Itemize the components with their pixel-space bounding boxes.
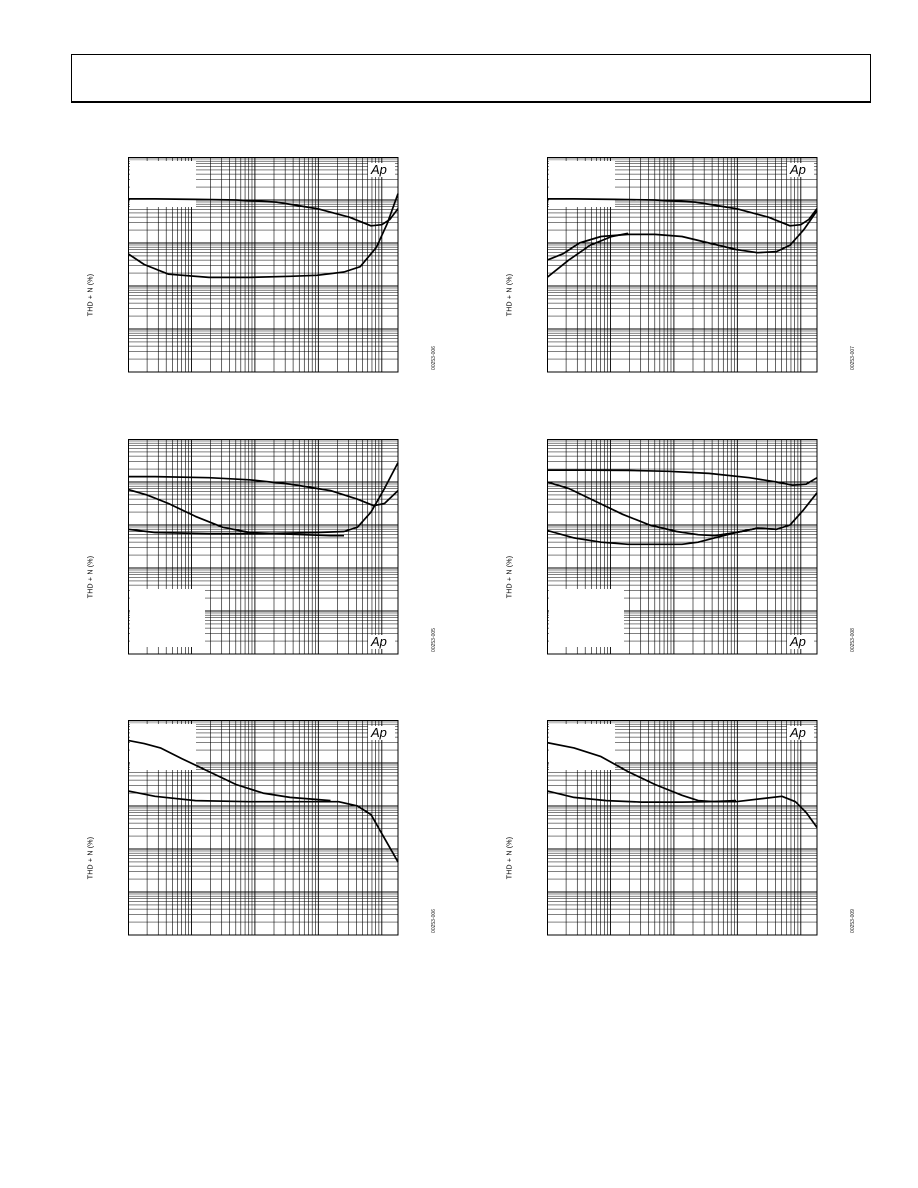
ap-logo: Ap — [370, 634, 387, 649]
ap-logo: Ap — [370, 162, 387, 177]
logo-background — [368, 163, 395, 177]
thd-chart-4: THD + N (%) 00253-008 Ap — [497, 439, 856, 656]
series-line-1 — [128, 198, 399, 227]
logo-background — [787, 726, 814, 740]
figure-id: 00253-009 — [850, 909, 856, 933]
y-axis-label: THD + N (%) — [506, 836, 514, 879]
series-line-2 — [547, 210, 818, 261]
plot-area: Ap — [128, 720, 399, 936]
plot-area: Ap — [128, 157, 399, 373]
ap-logo: Ap — [789, 634, 806, 649]
y-axis-label: THD + N (%) — [87, 836, 95, 879]
series-line-1 — [128, 475, 399, 507]
figure-id: 00253-006 — [431, 909, 437, 933]
plot-frame — [547, 439, 818, 655]
series-line-2 — [128, 193, 399, 279]
plot-frame — [547, 157, 818, 373]
thd-chart-2: THD + N (%) 00253-007 Ap — [497, 157, 856, 374]
series-line-3 — [128, 462, 399, 535]
plot-frame — [128, 439, 399, 655]
thd-chart-3: THD + N (%) 00253-005 Ap — [78, 439, 437, 656]
legend-box — [549, 589, 624, 647]
thd-chart-1: THD + N (%) 00253-006 Ap — [78, 157, 437, 374]
thd-chart-6: THD + N (%) 00253-009 Ap — [497, 720, 856, 937]
figure-id: 00253-007 — [850, 346, 856, 370]
series-line-2 — [128, 790, 399, 863]
plot-frame — [128, 157, 399, 373]
y-axis-label: THD + N (%) — [506, 273, 514, 316]
ap-logo: Ap — [789, 725, 806, 740]
plot-area: Ap — [547, 157, 818, 373]
logo-background — [787, 163, 814, 177]
figure-id: 00253-005 — [431, 628, 437, 652]
legend-box — [549, 724, 615, 770]
thd-chart-5: THD + N (%) 00253-006 Ap — [78, 720, 437, 937]
series-line-2 — [547, 481, 818, 537]
plot-frame — [128, 720, 399, 936]
logo-background — [368, 726, 395, 740]
plot-area: Ap — [547, 720, 818, 936]
page-header — [71, 54, 871, 103]
figure-id: 00253-006 — [431, 346, 437, 370]
series-line-1 — [547, 198, 818, 227]
series-line-3 — [547, 232, 629, 279]
legend-box — [130, 589, 205, 647]
ap-logo: Ap — [370, 725, 387, 740]
ap-logo: Ap — [789, 162, 806, 177]
y-axis-label: THD + N (%) — [506, 555, 514, 598]
logo-background — [787, 635, 814, 649]
y-axis-label: THD + N (%) — [87, 555, 95, 598]
series-line-2 — [128, 488, 344, 537]
series-line-1 — [547, 469, 818, 487]
series-line-1 — [128, 739, 331, 802]
y-axis-label: THD + N (%) — [87, 273, 95, 316]
plot-area: Ap — [128, 439, 399, 655]
series-line-2 — [547, 790, 737, 803]
series-line-3 — [547, 527, 777, 546]
figure-id: 00253-008 — [850, 628, 856, 652]
logo-background — [368, 635, 395, 649]
plot-frame — [547, 720, 818, 936]
plot-area: Ap — [547, 439, 818, 655]
legend-box — [130, 724, 196, 770]
